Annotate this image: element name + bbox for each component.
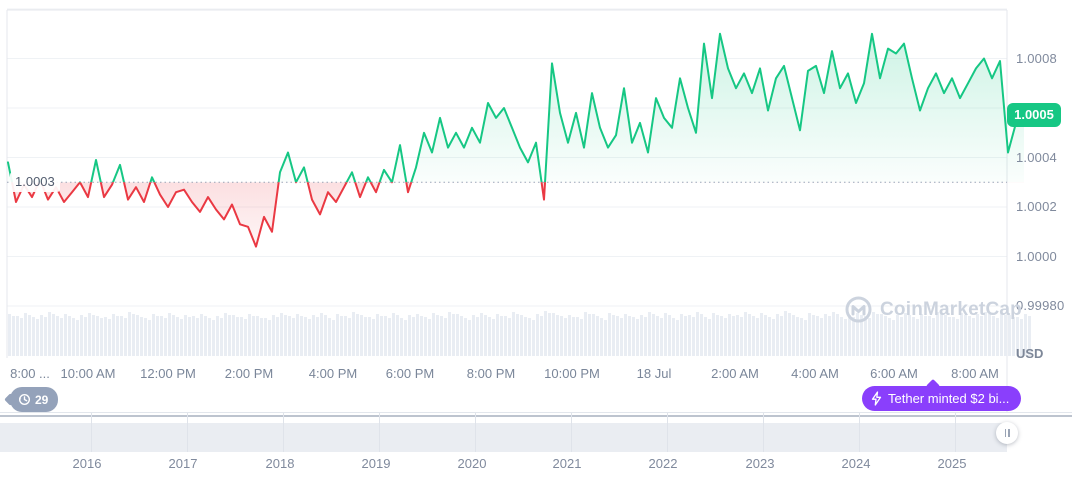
lightning-icon [871, 391, 882, 406]
x-axis-label: 4:00 PM [308, 366, 358, 381]
year-separator [667, 413, 668, 452]
year-separator [955, 413, 956, 452]
announcement-text: Tether minted $2 bi... [888, 391, 1010, 406]
year-label: 2020 [457, 456, 487, 471]
x-axis-label: 2:00 AM [711, 366, 759, 381]
x-axis-label: 8:00 PM [466, 366, 516, 381]
year-separator [571, 413, 572, 452]
x-axis-label: 12:00 PM [140, 366, 196, 381]
year-label: 2022 [648, 456, 678, 471]
y-axis-label: 1.0002 [1016, 199, 1057, 214]
x-axis-label: 2:00 PM [224, 366, 274, 381]
baseline-price-label: 1.0003 [10, 172, 60, 192]
x-axis-label: 8:00 ... [10, 366, 50, 381]
year-separator [763, 413, 764, 452]
year-label: 2023 [745, 456, 775, 471]
history-events-badge[interactable]: 29 [10, 387, 59, 412]
price-chart-canvas[interactable] [0, 0, 1072, 412]
year-separator [187, 413, 188, 452]
year-separator [859, 413, 860, 452]
x-axis-label: 10:00 AM [60, 366, 116, 381]
x-axis-label: 6:00 PM [385, 366, 435, 381]
timeline-scrubber[interactable]: 2016 2017 2018 2019 2020 2021 2022 2023 2024 2025 [0, 412, 1072, 477]
y-axis-label: 1.0008 [1016, 50, 1057, 66]
x-axis-label: 4:00 AM [791, 366, 839, 381]
year-label: 2018 [265, 456, 295, 471]
x-axis-label: 8:00 AM [951, 366, 999, 381]
y-axis-label: 1.0004 [1016, 149, 1057, 165]
x-axis-label: 6:00 AM [870, 366, 918, 381]
year-separator [91, 413, 92, 452]
year-label: 2021 [552, 456, 582, 471]
current-price-badge: 1.0005 [1007, 103, 1061, 128]
y-axis-label: 1.0000 [1016, 248, 1057, 264]
year-separator [379, 413, 380, 452]
year-label: 2024 [841, 456, 871, 471]
scrubber-drag-handle[interactable] [996, 422, 1018, 444]
x-axis-label: 18 Jul [636, 366, 672, 381]
x-axis-label: 10:00 PM [544, 366, 600, 381]
year-label: 2025 [937, 456, 967, 471]
announcement-badge[interactable]: Tether minted $2 bi... [862, 386, 1022, 411]
scrubber-selected-range[interactable] [0, 423, 1007, 452]
year-separator [283, 413, 284, 452]
year-separator [475, 413, 476, 452]
currency-unit-label: USD [1016, 346, 1044, 361]
y-axis-label: 0.99980 [1016, 298, 1065, 313]
history-count: 29 [35, 392, 49, 407]
year-label: 2016 [72, 456, 102, 471]
history-clock-icon [18, 393, 31, 406]
scrubber-minichart [0, 415, 1072, 417]
scrubber-top-border [0, 412, 1072, 413]
year-label: 2017 [168, 456, 198, 471]
year-label: 2019 [361, 456, 391, 471]
